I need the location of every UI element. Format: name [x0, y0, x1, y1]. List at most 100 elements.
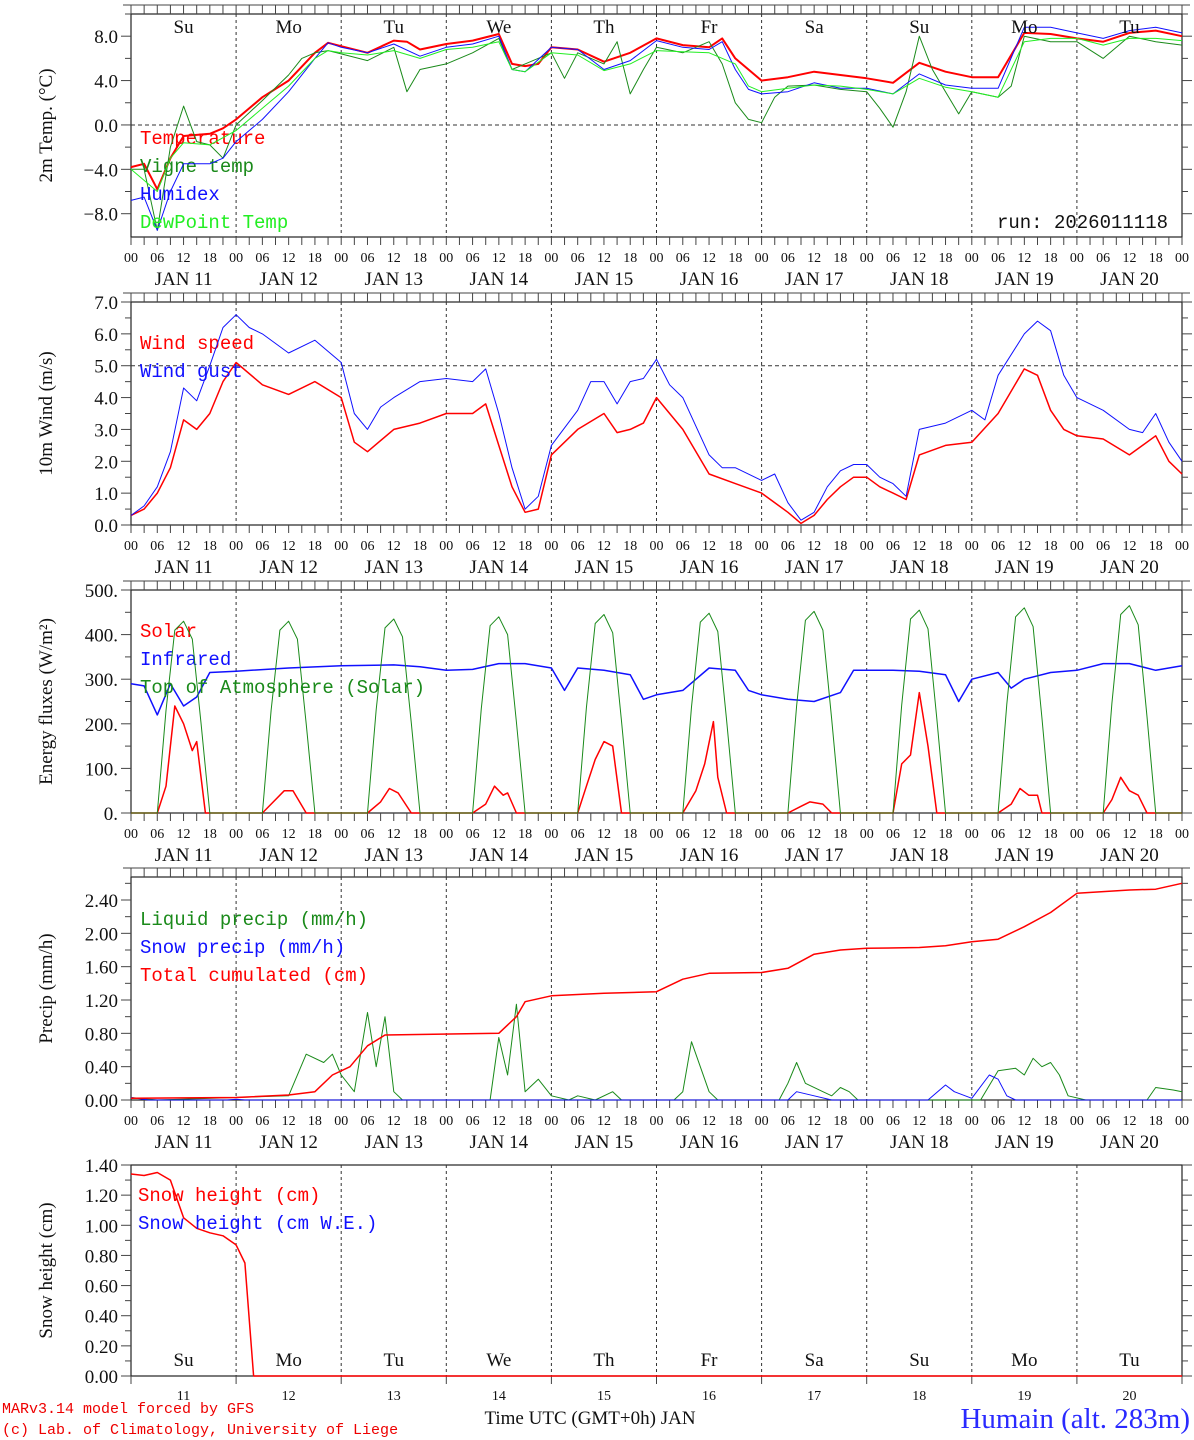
- hour-tick-label: 12: [387, 251, 401, 266]
- hour-tick-label: 12: [807, 827, 821, 842]
- weekday-label-top: Fr: [701, 17, 719, 38]
- weekday-label-top: Mo: [1011, 17, 1037, 38]
- hour-tick-label: 06: [571, 251, 585, 266]
- day-label: JAN 14: [470, 557, 529, 578]
- hour-tick-label: 00: [334, 827, 348, 842]
- day-number-label: 15: [597, 1389, 611, 1404]
- y-tick-label: 500.: [85, 581, 118, 602]
- hour-tick-label: 12: [1122, 1114, 1136, 1129]
- hour-tick-label: 12: [387, 827, 401, 842]
- hour-tick-label: 06: [676, 1114, 690, 1129]
- series-line-snow-precip-mm-h: [130, 1074, 1182, 1101]
- hour-tick-label: 06: [781, 251, 795, 266]
- panel-3: 00 06 12 18 JAN 11 00 06 12 18 JAN 12 00 06 12 18 JAN …: [36, 580, 1192, 866]
- hour-tick-label: 00: [124, 827, 138, 842]
- hour-tick-label: 06: [150, 539, 164, 554]
- hour-tick-label: 06: [571, 539, 585, 554]
- y-tick-label: 0.: [104, 804, 118, 825]
- hour-tick-label: 12: [912, 539, 926, 554]
- hour-tick-label: 06: [360, 539, 374, 554]
- weekday-label-top: Th: [593, 17, 615, 38]
- hour-tick-label: 12: [1122, 827, 1136, 842]
- day-number-label: 20: [1122, 1389, 1136, 1404]
- y-axis-title: 10m Wind (m/s): [36, 351, 57, 476]
- hour-tick-label: 12: [597, 827, 611, 842]
- hour-tick-label: 18: [728, 1114, 742, 1129]
- hour-tick-label: 06: [255, 251, 269, 266]
- hour-tick-label: 18: [203, 827, 217, 842]
- hour-tick-label: 12: [597, 539, 611, 554]
- day-label: JAN 15: [575, 1132, 634, 1153]
- day-label: JAN 16: [680, 557, 739, 578]
- legend-entry: Snow height (cm W.E.): [138, 1213, 377, 1235]
- day-label: JAN 11: [155, 1132, 213, 1153]
- hour-tick-label: 00: [860, 1114, 874, 1129]
- hour-tick-label: 06: [991, 251, 1005, 266]
- hour-tick-label: 12: [1017, 827, 1031, 842]
- hour-tick-label: 00: [334, 1114, 348, 1129]
- day-label: JAN 16: [680, 845, 739, 866]
- weekday-label-bottom: Su: [909, 1350, 930, 1371]
- hour-tick-label: 18: [413, 827, 427, 842]
- hour-tick-label: 00: [544, 1114, 558, 1129]
- day-label: JAN 20: [1100, 557, 1159, 578]
- panel-5: 11 12 13 14 15 16 17 18 19 20 0.00 0.20 0.40 0.60 0.80…: [36, 1156, 1192, 1404]
- hour-tick-label: 00: [965, 251, 979, 266]
- hour-tick-label: 12: [702, 827, 716, 842]
- day-label: JAN 12: [259, 557, 318, 578]
- day-label: JAN 17: [785, 1132, 844, 1153]
- series-line-snow-height-cm: [130, 1171, 1182, 1377]
- legend-entry: Vigne temp: [140, 156, 254, 178]
- hour-tick-label: 18: [413, 539, 427, 554]
- legend-entry: Temperature: [140, 128, 265, 150]
- day-number-label: 14: [492, 1389, 506, 1404]
- plot-frame: [130, 301, 1183, 526]
- day-label: JAN 13: [364, 1132, 423, 1153]
- y-axis-title: Precip (mm/h): [36, 933, 57, 1043]
- y-tick-label: 0.40: [85, 1307, 118, 1328]
- weekday-label-bottom: Th: [593, 1350, 615, 1371]
- hour-tick-label: 18: [833, 539, 847, 554]
- hour-tick-label: 18: [728, 827, 742, 842]
- hour-tick-label: 00: [650, 1114, 664, 1129]
- hour-tick-label: 12: [807, 251, 821, 266]
- hour-tick-label: 06: [571, 1114, 585, 1129]
- hour-tick-label: 06: [466, 251, 480, 266]
- hour-tick-label: 00: [650, 827, 664, 842]
- hour-tick-label: 00: [650, 539, 664, 554]
- legend-entry: Wind speed: [140, 333, 254, 355]
- hour-tick-label: 18: [203, 1114, 217, 1129]
- hour-tick-label: 12: [282, 539, 296, 554]
- hour-tick-label: 06: [991, 539, 1005, 554]
- legend-entry: DewPoint Temp: [140, 212, 288, 234]
- hour-tick-label: 00: [229, 1114, 243, 1129]
- hour-tick-label: 18: [939, 539, 953, 554]
- hour-tick-label: 12: [807, 1114, 821, 1129]
- day-label: JAN 14: [470, 845, 529, 866]
- hour-tick-label: 18: [518, 539, 532, 554]
- weekday-label-bottom: We: [486, 1350, 511, 1371]
- hour-tick-label: 18: [1044, 539, 1058, 554]
- hour-tick-label: 00: [1175, 251, 1189, 266]
- weekday-label-bottom: Mo: [275, 1350, 301, 1371]
- hour-tick-label: 00: [1070, 827, 1084, 842]
- hour-tick-label: 00: [124, 1114, 138, 1129]
- y-tick-label: 0.80: [85, 1024, 118, 1045]
- hour-tick-label: 18: [1149, 827, 1163, 842]
- y-tick-label: 4.0: [94, 389, 118, 410]
- hour-tick-label: 06: [1096, 827, 1110, 842]
- day-label: JAN 11: [155, 845, 213, 866]
- day-label: JAN 18: [890, 557, 949, 578]
- hour-tick-label: 00: [124, 539, 138, 554]
- legend-entry: Snow height (cm): [138, 1185, 320, 1207]
- hour-tick-label: 12: [492, 1114, 506, 1129]
- hour-tick-label: 00: [1070, 539, 1084, 554]
- hour-tick-label: 06: [1096, 251, 1110, 266]
- hour-tick-label: 12: [492, 827, 506, 842]
- hour-tick-label: 00: [965, 1114, 979, 1129]
- hour-tick-label: 18: [518, 827, 532, 842]
- hour-tick-label: 12: [1122, 251, 1136, 266]
- hour-tick-label: 12: [177, 1114, 191, 1129]
- day-number-label: 19: [1017, 1389, 1031, 1404]
- y-tick-label: 7.0: [94, 293, 118, 314]
